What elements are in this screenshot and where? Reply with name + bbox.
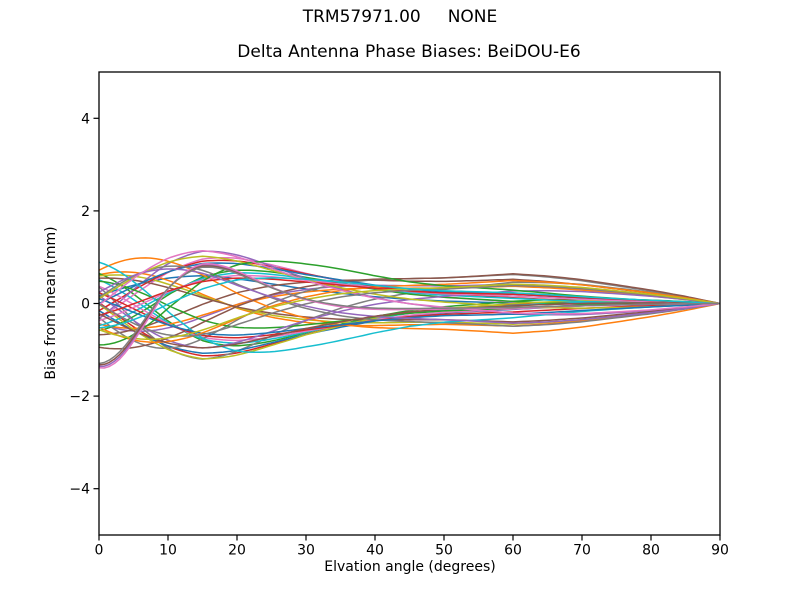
series-line-40 bbox=[99, 277, 720, 329]
series-line-16 bbox=[99, 277, 720, 323]
x-tick-label: 70 bbox=[573, 543, 591, 559]
x-tick-label: 0 bbox=[95, 543, 104, 559]
series-line-37 bbox=[99, 249, 720, 315]
series-line-26 bbox=[99, 273, 720, 350]
series-line-32 bbox=[99, 279, 720, 344]
series-line-38 bbox=[99, 284, 720, 337]
x-axis-label: Elvation angle (degrees) bbox=[324, 559, 496, 575]
suptitle-radome: NONE bbox=[447, 7, 498, 27]
series-line-29 bbox=[99, 255, 720, 309]
x-tick-label: 90 bbox=[711, 543, 729, 559]
series-line-35 bbox=[99, 268, 720, 324]
series-line-28 bbox=[99, 265, 720, 328]
x-tick-label: 80 bbox=[642, 543, 660, 559]
y-tick-label: 0 bbox=[81, 297, 90, 313]
y-tick-label: −2 bbox=[69, 389, 90, 405]
x-tick-label: 10 bbox=[159, 543, 177, 559]
y-tick-label: 4 bbox=[81, 111, 90, 127]
figure-suptitle: TRM57971.00 NONE bbox=[0, 8, 800, 27]
y-tick-label: −4 bbox=[69, 482, 90, 498]
series-lines-group bbox=[99, 249, 720, 369]
x-tick-label: 40 bbox=[366, 543, 384, 559]
series-line-36 bbox=[99, 302, 720, 349]
chart-title: Delta Antenna Phase Biases: BeiDOU-E6 bbox=[237, 42, 581, 62]
x-tick-label: 50 bbox=[435, 543, 453, 559]
suptitle-antenna-model: TRM57971.00 bbox=[302, 7, 421, 27]
y-tick-label: 2 bbox=[81, 204, 90, 220]
series-line-44 bbox=[99, 266, 720, 365]
x-tick-label: 60 bbox=[504, 543, 522, 559]
x-tick-label: 30 bbox=[297, 543, 315, 559]
series-line-22 bbox=[99, 257, 720, 334]
x-tick-label: 20 bbox=[228, 543, 246, 559]
